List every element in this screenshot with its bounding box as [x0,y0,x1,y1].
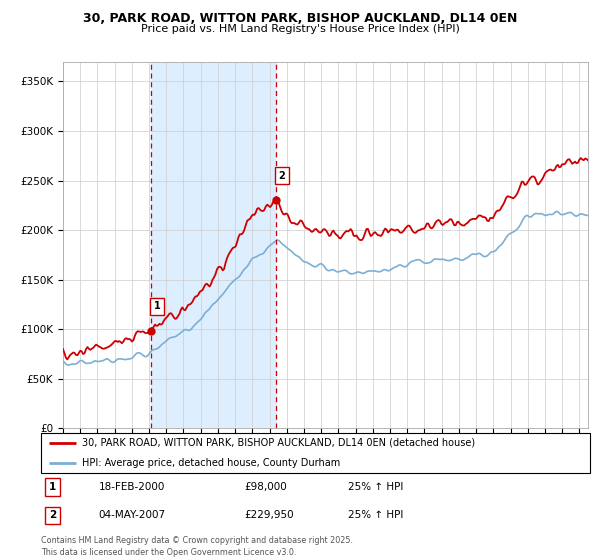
Text: 18-FEB-2000: 18-FEB-2000 [98,482,165,492]
Text: 1: 1 [154,301,160,311]
Text: Contains HM Land Registry data © Crown copyright and database right 2025.
This d: Contains HM Land Registry data © Crown c… [41,536,353,557]
Text: 2: 2 [49,511,56,520]
Text: Price paid vs. HM Land Registry's House Price Index (HPI): Price paid vs. HM Land Registry's House … [140,24,460,34]
Text: 2: 2 [278,171,285,181]
Bar [151,62,276,428]
Text: HPI: Average price, detached house, County Durham: HPI: Average price, detached house, Coun… [82,458,340,468]
Text: 1: 1 [49,482,56,492]
Text: 30, PARK ROAD, WITTON PARK, BISHOP AUCKLAND, DL14 0EN: 30, PARK ROAD, WITTON PARK, BISHOP AUCKL… [83,12,517,25]
Text: 04-MAY-2007: 04-MAY-2007 [98,511,166,520]
FancyBboxPatch shape [41,433,590,473]
Text: 30, PARK ROAD, WITTON PARK, BISHOP AUCKLAND, DL14 0EN (detached house): 30, PARK ROAD, WITTON PARK, BISHOP AUCKL… [82,438,475,448]
Text: 25% ↑ HPI: 25% ↑ HPI [348,511,404,520]
Text: £98,000: £98,000 [244,482,287,492]
Text: 25% ↑ HPI: 25% ↑ HPI [348,482,404,492]
Text: £229,950: £229,950 [244,511,293,520]
